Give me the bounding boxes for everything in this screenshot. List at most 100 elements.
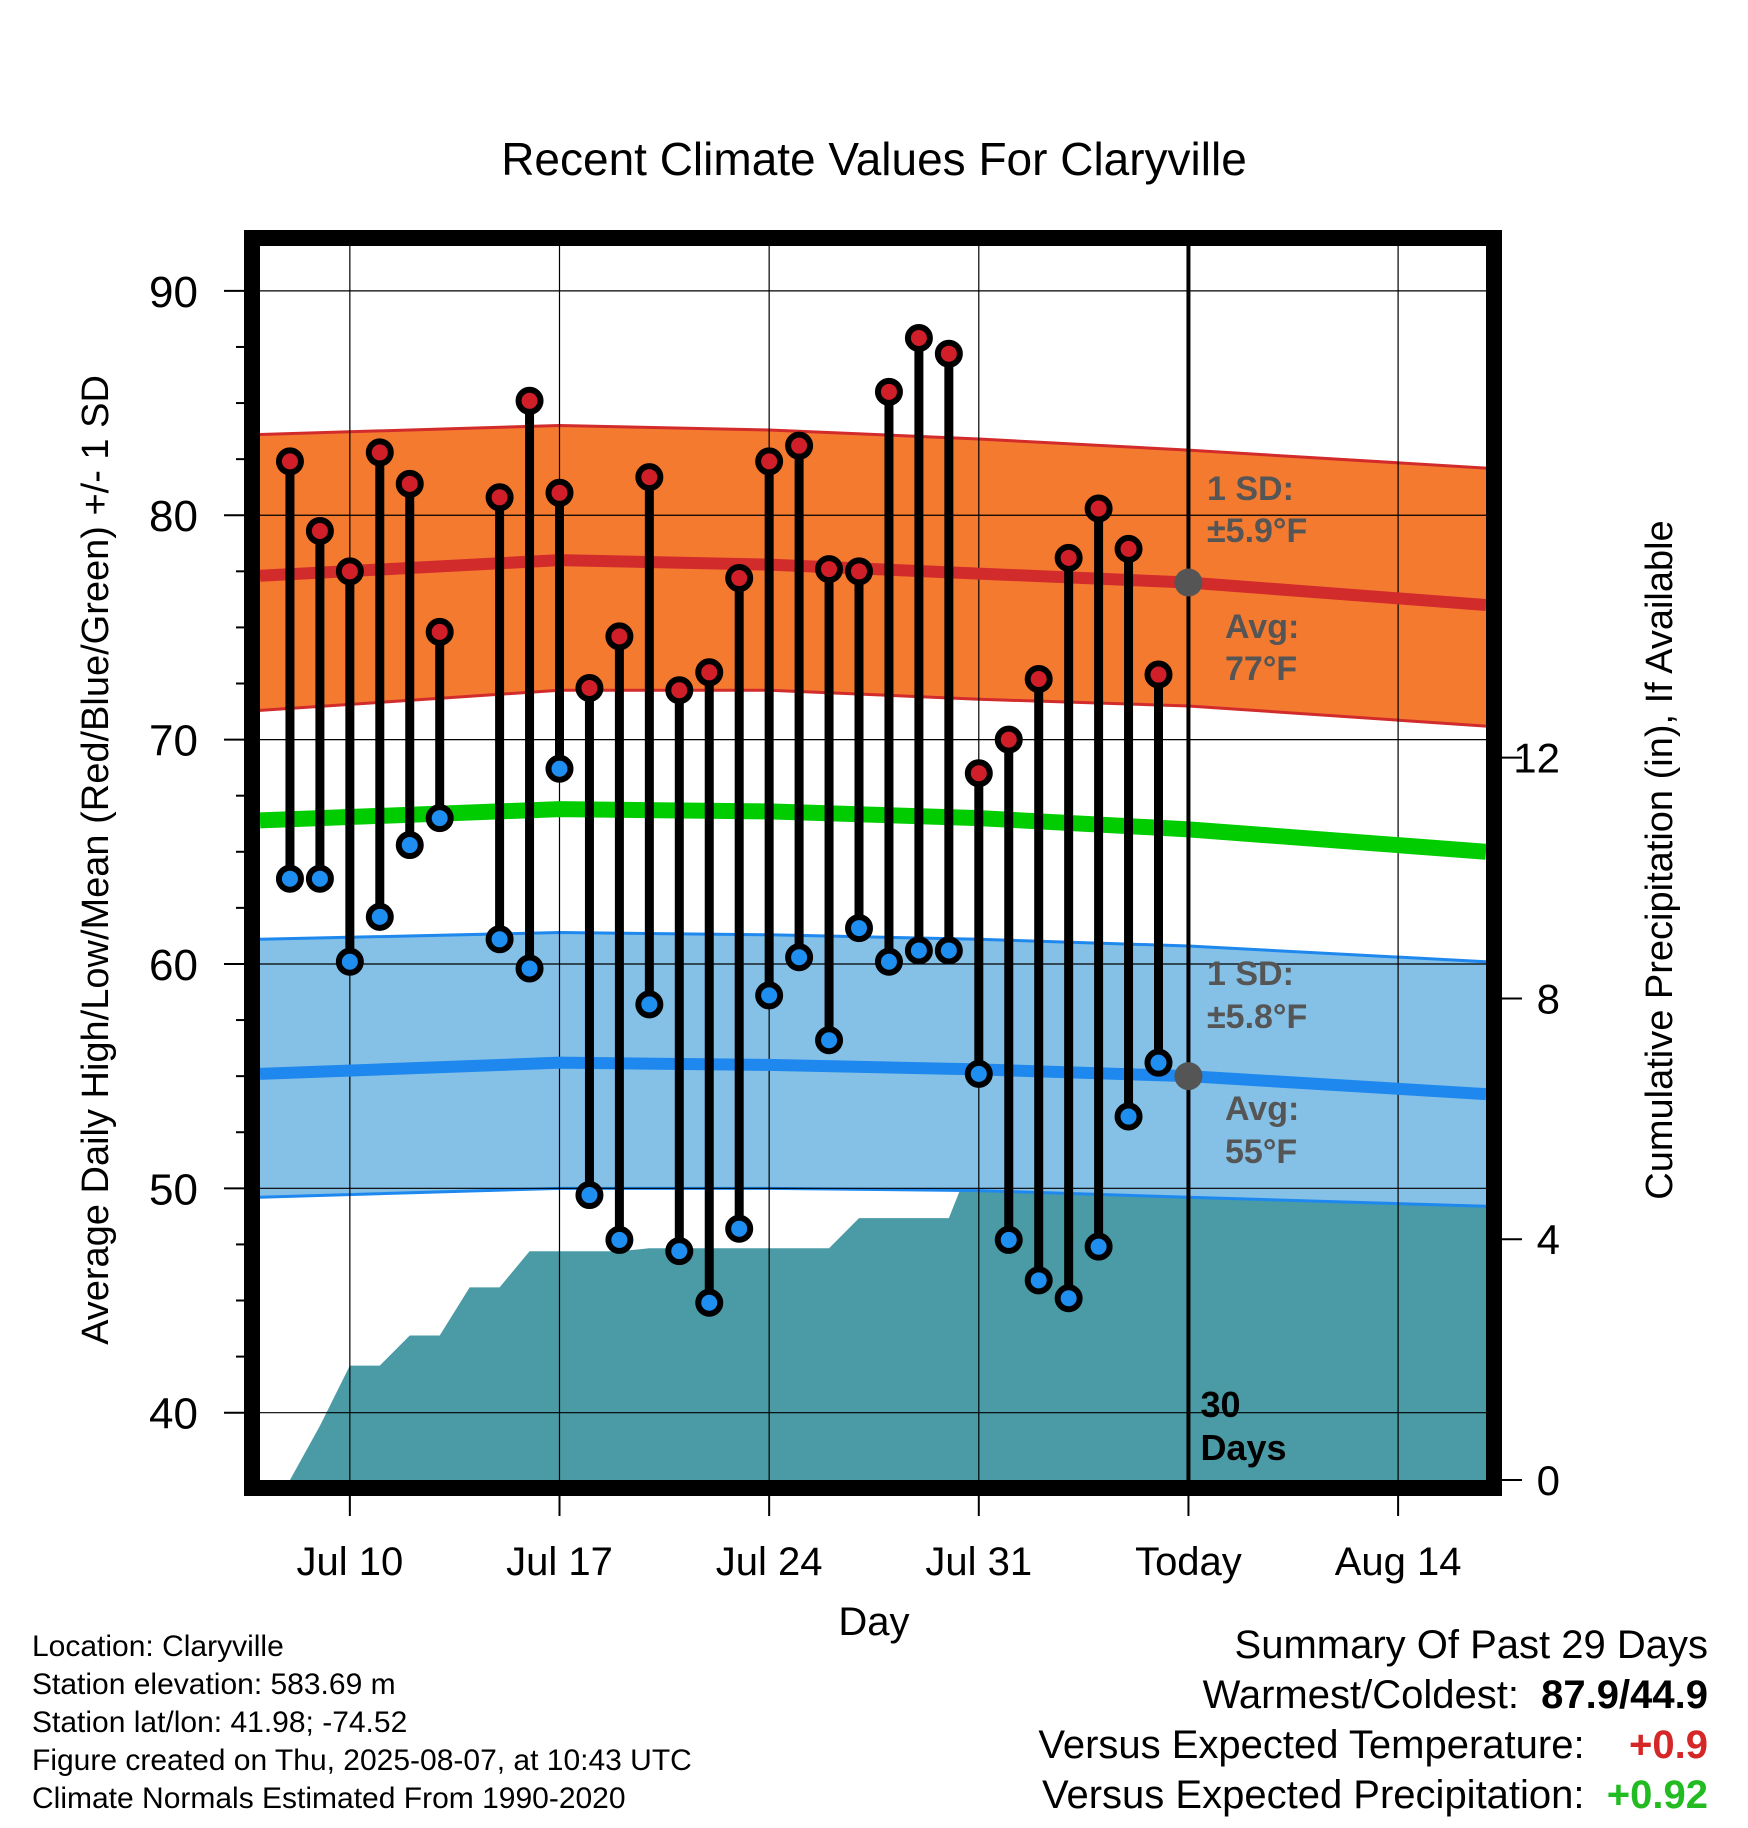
high-avg-label: Avg: bbox=[1225, 608, 1299, 646]
observed-high-point bbox=[605, 622, 634, 651]
precip-label: Versus Expected Precipitation: bbox=[1042, 1773, 1585, 1817]
high-avg-value: 77°F bbox=[1225, 650, 1297, 688]
observed-low-point bbox=[815, 1026, 844, 1055]
observed-low-point bbox=[335, 947, 364, 976]
y-tick-label: 50 bbox=[149, 1165, 198, 1214]
y-axis-label: Average Daily High/Low/Mean (Red/Blue/Gr… bbox=[75, 375, 117, 1345]
observed-high-point bbox=[1024, 665, 1053, 694]
latlon-text: Station lat/lon: 41.98; -74.52 bbox=[32, 1706, 408, 1739]
x-axis-label: Day bbox=[838, 1600, 909, 1644]
observed-high-point bbox=[934, 339, 963, 368]
observed-high-point bbox=[695, 658, 724, 687]
location-text: Location: Claryville bbox=[32, 1630, 284, 1663]
warm-cold-label: Warmest/Coldest: bbox=[1202, 1673, 1519, 1717]
summary-precip: Versus Expected Precipitation: +0.92 bbox=[1038, 1770, 1708, 1820]
x-tick-label: Jul 17 bbox=[506, 1540, 613, 1584]
observed-low-point bbox=[515, 954, 544, 983]
elevation-text: Station elevation: 583.69 m bbox=[32, 1668, 396, 1701]
normal-high-avg-line bbox=[260, 554, 1486, 611]
observed-high-point bbox=[575, 673, 604, 702]
observed-low-point bbox=[425, 804, 454, 833]
low-avg-value: 55°F bbox=[1225, 1133, 1297, 1171]
observed-high-point bbox=[425, 617, 454, 646]
precip-value: +0.92 bbox=[1606, 1773, 1708, 1817]
observed-high-point bbox=[1114, 534, 1143, 563]
station-info: Location: Claryville Station elevation: … bbox=[32, 1628, 692, 1818]
x-tick-label: Aug 14 bbox=[1335, 1540, 1462, 1584]
observed-high-point bbox=[335, 557, 364, 586]
y2-tick-label: 4 bbox=[1537, 1216, 1560, 1263]
observed-high-point bbox=[395, 469, 424, 498]
y2-axis-label: Cumulative Precipitation (in), If Availa… bbox=[1639, 520, 1681, 1199]
summary-temp: Versus Expected Temperature: +0.9 bbox=[1038, 1720, 1708, 1770]
normals-text: Climate Normals Estimated From 1990-2020 bbox=[32, 1782, 626, 1815]
plot-area: 1 SD: ±5.9°F Avg: 77°F 1 SD: ±5.8°F Avg: 55°F 30… bbox=[149, 230, 1560, 1584]
observed-low-point bbox=[665, 1237, 694, 1266]
observed-low-point bbox=[1144, 1048, 1173, 1077]
low-sd-value: ±5.8°F bbox=[1207, 998, 1307, 1036]
observed-high-point bbox=[545, 478, 574, 507]
summary-title: Summary Of Past 29 Days bbox=[1234, 1623, 1708, 1667]
observed-low-point bbox=[874, 947, 903, 976]
observed-high-point bbox=[1144, 660, 1173, 689]
observed-low-point bbox=[994, 1225, 1023, 1254]
observed-high-point bbox=[815, 555, 844, 584]
x-tick-label: Jul 10 bbox=[296, 1540, 403, 1584]
observed-low-point bbox=[1024, 1266, 1053, 1295]
x-tick-label: Jul 24 bbox=[716, 1540, 823, 1584]
high-sd-label: 1 SD: bbox=[1207, 470, 1294, 508]
observed-high-point bbox=[904, 323, 933, 352]
observed-low-point bbox=[395, 831, 424, 860]
observed-low-point bbox=[305, 864, 334, 893]
normal-high-minus_1sd-edge bbox=[260, 688, 1486, 728]
temp-label: Versus Expected Temperature: bbox=[1038, 1723, 1585, 1767]
observed-high-point bbox=[725, 564, 754, 593]
observed-low-point bbox=[785, 943, 814, 972]
observed-high-point bbox=[1054, 543, 1083, 572]
observed-low-point bbox=[1084, 1232, 1113, 1261]
observed-low-point bbox=[755, 981, 784, 1010]
low-avg-label: Avg: bbox=[1225, 1090, 1299, 1128]
high-sd-value: ±5.9°F bbox=[1207, 512, 1307, 550]
observed-low-point bbox=[934, 936, 963, 965]
observed-high-point bbox=[845, 557, 873, 586]
y2-tick-label: 12 bbox=[1513, 735, 1560, 782]
observed-low-point bbox=[1114, 1102, 1143, 1131]
y-tick-label: 90 bbox=[149, 268, 198, 317]
observed-high-point bbox=[874, 377, 903, 406]
window-days-label: Days bbox=[1200, 1427, 1286, 1468]
observed-low-point bbox=[964, 1059, 993, 1088]
window-days-number: 30 bbox=[1200, 1384, 1240, 1425]
observed-low-point bbox=[605, 1225, 634, 1254]
y-tick-label: 40 bbox=[149, 1390, 198, 1439]
observed-high-point bbox=[994, 725, 1023, 754]
created-text: Figure created on Thu, 2025-08-07, at 10… bbox=[32, 1744, 692, 1777]
observed-low-point bbox=[725, 1214, 754, 1243]
observed-high-point bbox=[365, 438, 394, 467]
observed-low-point bbox=[1054, 1284, 1083, 1313]
low-sd-label: 1 SD: bbox=[1207, 955, 1294, 993]
today-low-avg-marker bbox=[1174, 1062, 1203, 1091]
normal-low-minus_1sd-edge bbox=[260, 1186, 1486, 1208]
y2-tick-label: 0 bbox=[1537, 1457, 1560, 1504]
observed-low-point bbox=[695, 1288, 724, 1317]
observed-high-point bbox=[275, 447, 304, 476]
observed-high-point bbox=[635, 463, 664, 492]
observed-high-point bbox=[485, 483, 514, 512]
observed-low-point bbox=[904, 936, 933, 965]
observed-low-point bbox=[845, 914, 873, 943]
plot-frame bbox=[244, 230, 1502, 1496]
observed-low-point bbox=[545, 754, 574, 783]
today-high-avg-marker bbox=[1174, 568, 1203, 597]
observed-low-point bbox=[365, 902, 394, 931]
temp-value: +0.9 bbox=[1629, 1723, 1708, 1767]
summary-panel: Summary Of Past 29 Days Warmest/Coldest:… bbox=[1038, 1620, 1708, 1820]
observed-low-point bbox=[275, 864, 304, 893]
observed-high-point bbox=[515, 386, 544, 415]
y-tick-label: 70 bbox=[149, 717, 198, 766]
observed-high-point bbox=[964, 759, 993, 788]
normal-high-plus_1sd-edge bbox=[260, 423, 1486, 470]
observed-high-point bbox=[785, 431, 814, 460]
warm-cold-value: 87.9/44.9 bbox=[1541, 1673, 1708, 1717]
